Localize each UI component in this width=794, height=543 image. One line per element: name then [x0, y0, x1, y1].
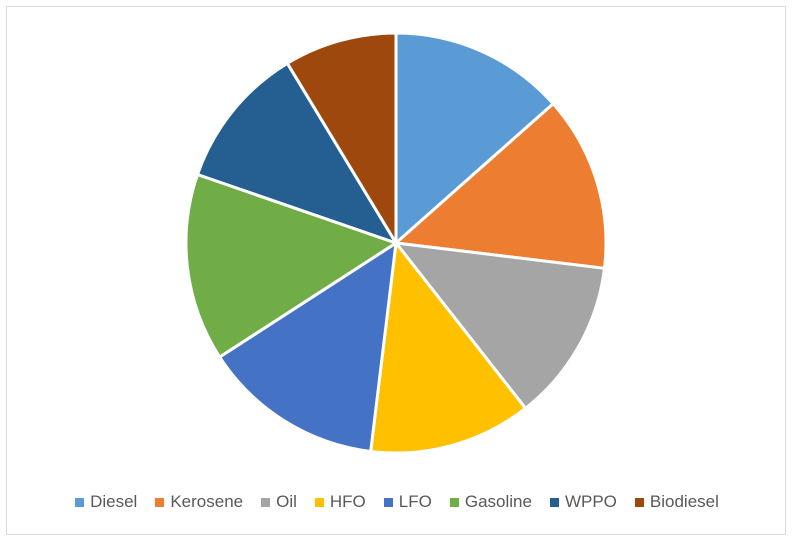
legend-swatch: [634, 497, 644, 507]
legend-swatch: [549, 497, 559, 507]
legend-item-lfo: LFO: [383, 492, 432, 512]
legend-label: Kerosene: [170, 492, 244, 511]
legend-label: HFO: [329, 492, 366, 511]
legend-label: Diesel: [90, 492, 138, 511]
legend-item-hfo: HFO: [314, 492, 366, 512]
pie-slice-lfo: [218, 241, 398, 453]
legend-label: Oil: [276, 492, 297, 511]
pie-slice-hfo: [369, 241, 528, 455]
legend-item-wppo: WPPO: [549, 492, 617, 512]
legend-label: Gasoline: [464, 492, 532, 511]
legend-item-biodiesel: Biodiesel: [634, 492, 719, 512]
pie-slice-diesel: [394, 31, 555, 245]
legend-label: Biodiesel: [649, 492, 719, 511]
legend-item-diesel: Diesel: [75, 492, 137, 512]
legend-swatch: [383, 497, 393, 507]
pie-slice-biodiesel: [285, 31, 398, 245]
pie-slice-gasoline: [184, 173, 398, 359]
pie-slice-kerosene: [394, 102, 608, 270]
legend-item-kerosene: Kerosene: [155, 492, 243, 512]
legend-swatch: [75, 497, 85, 507]
pie-slice-wppo: [195, 61, 398, 245]
legend: Diesel Kerosene Oil HFO LFO Gasoline WPPO Biodi…: [0, 490, 794, 514]
legend-item-gasoline: Gasoline: [449, 492, 532, 512]
legend-item-oil: Oil: [261, 492, 297, 512]
legend-swatch: [314, 497, 324, 507]
legend-swatch: [449, 497, 459, 507]
legend-label: LFO: [398, 492, 432, 511]
legend-swatch: [155, 497, 165, 507]
pie-slice-oil: [394, 241, 606, 410]
legend-label: WPPO: [564, 492, 617, 511]
legend-swatch: [261, 497, 271, 507]
